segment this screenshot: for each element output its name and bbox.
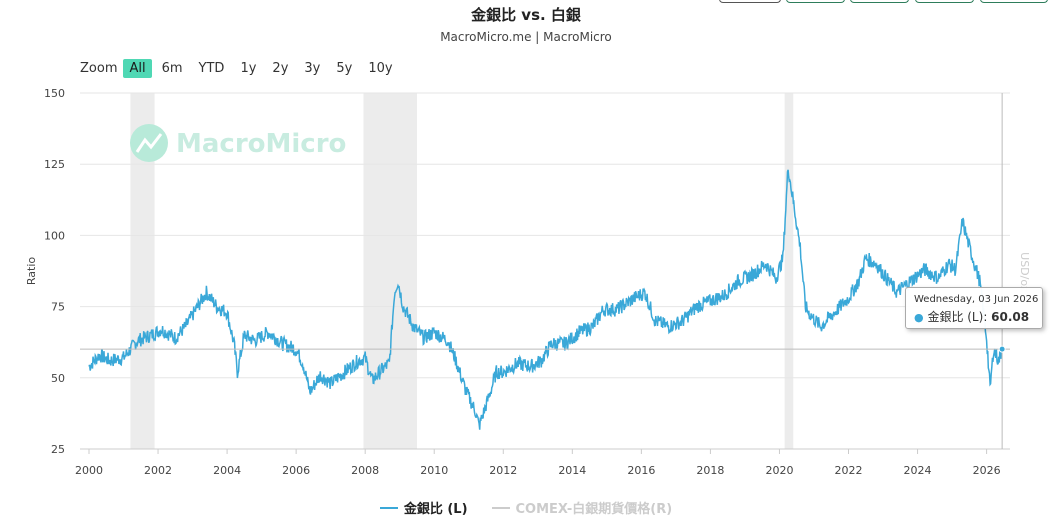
- tooltip-series-name: 金銀比 (L): [927, 310, 984, 324]
- legend-label-ratio: 金銀比 (L): [403, 502, 468, 517]
- x-tick-label: 2010: [420, 464, 448, 477]
- x-tick-label: 2006: [282, 464, 310, 477]
- legend-swatch-ratio: [379, 506, 398, 509]
- tooltip: Wednesday, 03 Jun 2026 ● 金銀比 (L): 60.08: [905, 287, 1043, 329]
- zoom-controls: Zoom All 6m YTD 1y 2y 3y 5y 10y: [80, 59, 403, 78]
- x-tick-label: 2020: [765, 464, 793, 477]
- y-axis-label: Ratio: [25, 257, 38, 286]
- x-tick-label: 2004: [213, 464, 241, 477]
- shaded-period-2: [784, 93, 794, 449]
- watermark-logo-mark: [135, 133, 163, 153]
- zoom-button-2y[interactable]: 2y: [272, 61, 289, 76]
- tooltip-value-row: ● 金銀比 (L): 60.08: [914, 310, 1030, 324]
- y-tick-label: 25: [51, 443, 65, 456]
- zoom-button-5y[interactable]: 5y: [336, 61, 353, 76]
- zoom-button-3y[interactable]: 3y: [304, 61, 321, 76]
- watermark-text: MacroMicro: [176, 129, 346, 159]
- x-tick-label: 2000: [75, 464, 103, 477]
- y-tick-label: 50: [51, 372, 65, 385]
- y-axis-right-label: USD/oz: [1018, 252, 1031, 292]
- zoom-button-10y[interactable]: 10y: [368, 61, 393, 76]
- tooltip-series-dot: ●: [914, 311, 924, 324]
- y-tick-label: 75: [51, 301, 65, 314]
- zoom-button-all[interactable]: All: [123, 59, 152, 78]
- legend-label-silver: COMEX-白銀期貨價格(R): [515, 502, 673, 517]
- hover-point: [998, 345, 1006, 353]
- series-line-gold-silver-ratio: [88, 169, 1003, 430]
- zoom-label: Zoom: [80, 61, 118, 76]
- x-tick-label: 2024: [904, 464, 932, 477]
- tooltip-value: 60.08: [991, 310, 1030, 324]
- zoom-button-ytd[interactable]: YTD: [198, 61, 225, 76]
- x-tick-label: 2014: [558, 464, 586, 477]
- x-tick-label: 2018: [696, 464, 724, 477]
- watermark: MacroMicro: [130, 124, 346, 162]
- legend-item-ratio[interactable]: 金銀比 (L): [379, 498, 468, 517]
- zoom-button-1y[interactable]: 1y: [240, 61, 257, 76]
- y-tick-label: 100: [44, 229, 65, 242]
- x-tick-label: 2022: [835, 464, 863, 477]
- x-tick-label: 2002: [144, 464, 172, 477]
- legend-swatch-silver: [491, 506, 510, 509]
- x-tick-label: 2016: [627, 464, 655, 477]
- legend: 金銀比 (L) COMEX-白銀期貨價格(R): [0, 498, 1052, 517]
- x-tick-label: 2008: [351, 464, 379, 477]
- shaded-period-1: [363, 93, 417, 449]
- chart-subtitle: MacroMicro.me | MacroMicro: [440, 30, 612, 44]
- legend-item-silver[interactable]: COMEX-白銀期貨價格(R): [491, 498, 673, 517]
- tooltip-date: Wednesday, 03 Jun 2026: [914, 294, 1039, 305]
- chart-title: 金銀比 vs. 白銀: [471, 6, 581, 24]
- y-tick-label: 150: [44, 87, 65, 100]
- y-tick-label: 125: [44, 158, 65, 171]
- x-tick-label: 2026: [973, 464, 1001, 477]
- x-tick-label: 2012: [489, 464, 517, 477]
- zoom-button-6m[interactable]: 6m: [161, 61, 183, 76]
